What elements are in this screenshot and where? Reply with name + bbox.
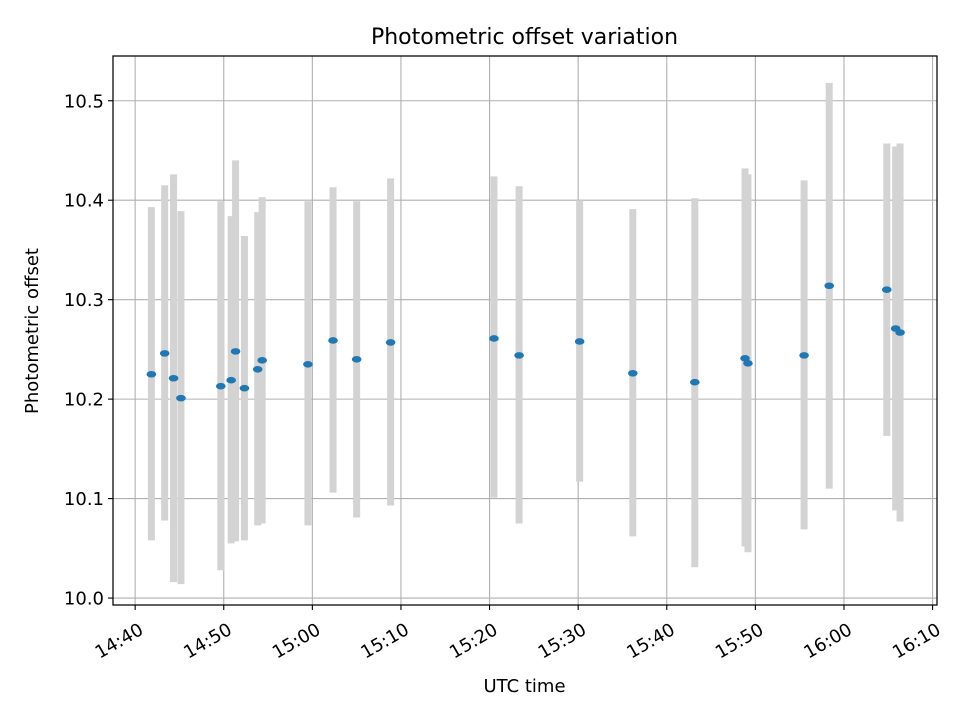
data-point <box>252 365 263 373</box>
data-point <box>168 374 179 382</box>
plot-frame <box>112 55 938 606</box>
data-point <box>881 286 892 294</box>
data-point <box>328 337 338 344</box>
data-point <box>176 394 186 402</box>
y-tick-label: 10.3 <box>64 290 104 311</box>
data-point <box>740 355 750 362</box>
y-tick-label: 10.1 <box>64 489 104 510</box>
x-tick-label: 15:30 <box>535 619 590 663</box>
data-point <box>627 369 638 377</box>
data-point <box>159 350 170 357</box>
data-point <box>489 335 499 342</box>
y-axis-label: Photometric offset <box>22 248 43 414</box>
data-point <box>146 370 157 378</box>
axis-ticks: 10.0 10.1 10.2 10.3 10.4 10.5 14:40 14:50 15:00 1… <box>64 91 945 663</box>
grid-lines <box>113 56 937 605</box>
data-point <box>303 361 313 368</box>
x-tick-label: 15:10 <box>357 619 412 663</box>
data-point <box>895 329 905 336</box>
data-point <box>574 338 585 345</box>
data-point <box>690 378 700 386</box>
x-tick-label: 16:10 <box>889 619 944 663</box>
data-point <box>743 360 753 367</box>
data-point <box>239 384 250 392</box>
data-point <box>351 356 362 363</box>
data-point <box>215 382 226 390</box>
y-tick-label: 10.2 <box>64 390 104 411</box>
data-point <box>824 282 835 290</box>
y-tick-label: 10.5 <box>64 91 104 112</box>
x-tick-label: 14:40 <box>92 619 147 663</box>
y-tick-label: 10.4 <box>64 191 104 212</box>
x-tick-label: 15:20 <box>446 619 501 663</box>
data-point <box>226 376 236 384</box>
x-axis-label: UTC time <box>483 676 565 697</box>
data-point <box>230 348 241 355</box>
x-tick-label: 16:00 <box>800 619 855 663</box>
x-tick-label: 15:40 <box>623 619 678 663</box>
x-tick-label: 15:00 <box>269 619 324 663</box>
data-point <box>514 352 524 359</box>
error-bars <box>147 82 904 585</box>
y-tick-label: 10.0 <box>64 589 104 610</box>
x-tick-label: 14:50 <box>180 619 235 663</box>
data-points <box>146 282 905 402</box>
data-point <box>799 352 809 359</box>
data-point <box>257 357 267 364</box>
chart-title: Photometric offset variation <box>371 25 678 50</box>
x-tick-label: 15:50 <box>712 619 767 663</box>
data-point <box>385 339 396 346</box>
